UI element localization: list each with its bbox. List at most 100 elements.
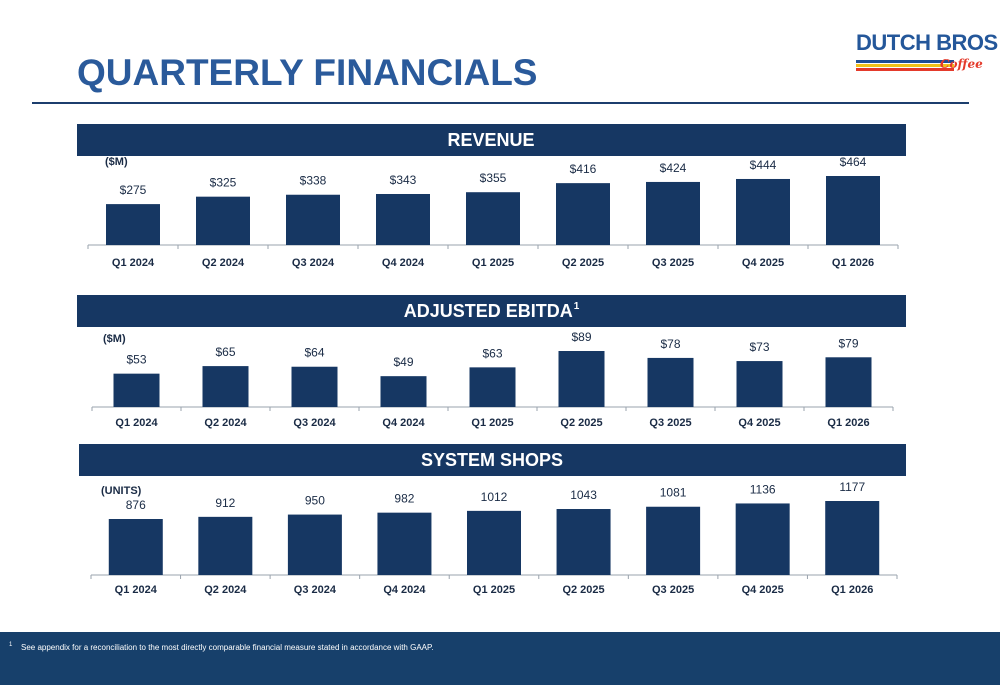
revenue-value-label: $338 — [300, 174, 327, 188]
ebitda-title-sup: 1 — [573, 300, 580, 312]
revenue-value-label: $444 — [750, 158, 777, 172]
revenue-bar — [286, 194, 340, 245]
shops-bar — [467, 510, 521, 575]
ebitda-unit-label: ($M) — [103, 333, 126, 345]
shops-bar — [108, 519, 163, 575]
shops-bar — [735, 503, 790, 575]
ebitda-category-label: Q2 2025 — [560, 417, 602, 429]
revenue-value-label: $355 — [480, 171, 507, 185]
ebitda-category-label: Q4 2025 — [738, 417, 780, 429]
shops-bar — [377, 512, 432, 575]
revenue-banner: REVENUE — [77, 124, 906, 156]
page-title: QUARTERLY FINANCIALS — [77, 52, 538, 93]
ebitda-category-label: Q1 2026 — [827, 417, 869, 429]
revenue-value-label: $275 — [120, 183, 147, 197]
shops-value-label: 1012 — [481, 490, 508, 504]
ebitda-value-label: $49 — [393, 355, 413, 369]
ebitda-category-label: Q3 2024 — [293, 417, 336, 429]
ebitda-category-label: Q1 2025 — [471, 417, 513, 429]
shops-value-label: 950 — [305, 494, 325, 508]
revenue-value-label: $464 — [840, 155, 867, 169]
revenue-value-label: $416 — [570, 162, 597, 176]
ebitda-value-label: $78 — [660, 337, 680, 351]
revenue-category-label: Q4 2024 — [382, 257, 425, 269]
revenue-bar — [376, 193, 430, 245]
ebitda-bar — [558, 351, 605, 407]
revenue-bar — [106, 204, 160, 245]
shops-value-label: 1043 — [570, 488, 597, 502]
ebitda-value-label: $53 — [126, 353, 146, 367]
shops-unit-label: (UNITS) — [101, 485, 142, 497]
ebitda-category-label: Q3 2025 — [649, 417, 691, 429]
logo-sub-text: Coffee — [940, 57, 983, 71]
revenue-unit-label: ($M) — [105, 156, 128, 168]
revenue-bar — [646, 181, 700, 245]
shops-value-label: 1081 — [660, 486, 687, 500]
ebitda-value-label: $89 — [571, 330, 591, 344]
footnote-marker: 1 — [9, 642, 13, 648]
revenue-category-label: Q1 2025 — [472, 257, 514, 269]
ebitda-category-label: Q2 2024 — [204, 417, 247, 429]
shops-bar — [198, 516, 253, 575]
shops-title: SYSTEM SHOPS — [420, 449, 564, 470]
shops-value-label: 912 — [215, 496, 235, 510]
shops-value-label: 1136 — [750, 482, 776, 496]
revenue-bar — [196, 196, 250, 245]
revenue-category-label: Q1 2024 — [112, 257, 155, 269]
shops-bar — [825, 501, 880, 575]
shops-category-label: Q1 2024 — [115, 584, 158, 596]
revenue-bar — [556, 183, 610, 245]
revenue-value-label: $424 — [660, 161, 687, 175]
shops-value-label: 982 — [394, 492, 414, 506]
shops-bar — [646, 506, 701, 575]
logo-stripe-yellow — [856, 64, 954, 67]
shops-category-label: Q2 2025 — [562, 584, 604, 596]
revenue-value-label: $343 — [390, 173, 417, 187]
shops-banner: SYSTEM SHOPS — [79, 444, 906, 476]
ebitda-bar — [380, 376, 427, 407]
logo-stripe-blue — [856, 60, 954, 63]
shops-category-label: Q4 2025 — [742, 584, 784, 596]
revenue-title: REVENUE — [447, 129, 535, 150]
logo-stripe-red — [856, 68, 954, 71]
revenue-bar — [466, 192, 520, 245]
ebitda-bar — [469, 367, 516, 407]
ebitda-banner: ADJUSTED EBITDA 1 — [77, 295, 906, 327]
logo-main-text: DUTCH BROS — [856, 30, 998, 55]
ebitda-title: ADJUSTED EBITDA — [403, 300, 573, 321]
shops-value-label: 876 — [126, 498, 146, 512]
ebitda-bar — [291, 366, 338, 407]
revenue-category-label: Q2 2025 — [562, 257, 604, 269]
shops-value-label: 1177 — [839, 480, 865, 494]
shops-category-label: Q1 2026 — [831, 584, 873, 596]
footer-bar: 1 See appendix for a reconciliation to t… — [0, 632, 1000, 685]
revenue-chart: ($M) $275 Q1 2024 $325 Q2 2024 $338 Q3 2024 $34… — [87, 155, 899, 269]
revenue-category-label: Q3 2024 — [292, 257, 335, 269]
ebitda-value-label: $79 — [838, 336, 858, 350]
revenue-category-label: Q3 2025 — [652, 257, 694, 269]
ebitda-value-label: $63 — [482, 346, 502, 360]
ebitda-value-label: $73 — [749, 340, 769, 354]
ebitda-bar — [736, 361, 783, 407]
shops-category-label: Q4 2024 — [383, 584, 426, 596]
shops-category-label: Q3 2025 — [652, 584, 694, 596]
revenue-category-label: Q2 2024 — [202, 257, 245, 269]
shops-bar — [556, 509, 611, 575]
ebitda-bar — [647, 357, 694, 407]
ebitda-value-label: $65 — [215, 345, 235, 359]
revenue-bar — [826, 176, 880, 245]
revenue-bar — [736, 178, 790, 245]
footnote-text: See appendix for a reconciliation to the… — [21, 643, 434, 652]
dutch-bros-logo: DUTCH BROS Coffee — [852, 30, 998, 78]
shops-category-label: Q3 2024 — [294, 584, 337, 596]
ebitda-bar — [202, 366, 249, 407]
ebitda-chart: ($M)$53 Q1 2024 $65 Q2 2024 $64 Q3 2024 $49 Q4 … — [91, 330, 894, 429]
revenue-category-label: Q1 2026 — [832, 257, 874, 269]
revenue-category-label: Q4 2025 — [742, 257, 784, 269]
title-divider — [32, 102, 969, 104]
ebitda-category-label: Q4 2024 — [382, 417, 425, 429]
ebitda-bar — [825, 357, 872, 407]
ebitda-category-label: Q1 2024 — [115, 417, 158, 429]
shops-category-label: Q2 2024 — [204, 584, 247, 596]
shops-category-label: Q1 2025 — [473, 584, 515, 596]
